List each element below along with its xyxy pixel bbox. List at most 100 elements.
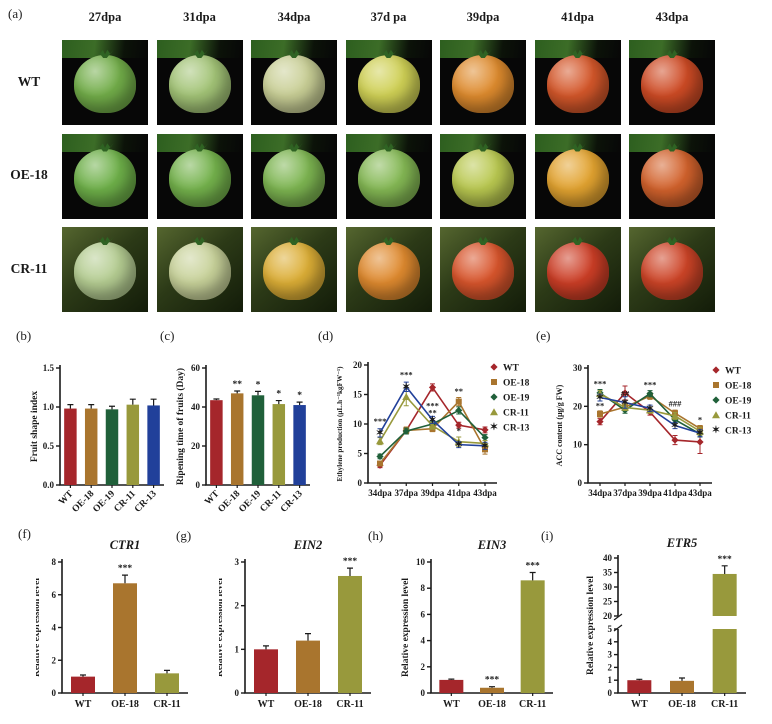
error-bar: [67, 404, 74, 409]
x-tick-label: OE-19: [91, 489, 117, 515]
marker-diamond: [490, 363, 498, 371]
x-tick-label: OE-18: [478, 699, 506, 710]
significance-mark: ***: [426, 401, 439, 411]
y-tick-label: 3: [608, 650, 613, 660]
error-bar: [679, 677, 685, 681]
y-tick-label: 1.5: [43, 363, 55, 373]
error-bar: [88, 404, 95, 409]
chart-svg-h: 0 2 4 6 8 10 EIN3 Relative expression level WT **…: [401, 538, 553, 710]
x-tick-label: CR-13: [133, 489, 159, 515]
tomato-fruit: [168, 242, 231, 300]
fruit-photo-OE-18-31dpa: [156, 133, 243, 219]
marker-diamond: [455, 406, 463, 415]
marker-square: [713, 382, 719, 388]
y-tick-label: 0: [608, 688, 613, 698]
bar-CR-11: [155, 673, 179, 693]
fruit-photo-OE-18-27dpa: [62, 133, 148, 219]
fruit-photo-CR-11-34dpa: [251, 227, 337, 312]
error-bar: [636, 678, 643, 681]
chart-title: ETR5: [666, 536, 698, 550]
panel-label-g: (g): [176, 528, 192, 543]
y-tick-label: 4: [421, 636, 426, 646]
y-tick-label: 40: [603, 553, 613, 563]
bar-CR-11: [126, 404, 140, 485]
marker-star: ✶: [481, 441, 489, 452]
marker-star: ✶: [402, 382, 410, 393]
foliage-decoration: [440, 133, 526, 152]
chart-title: EIN2: [293, 538, 322, 552]
significance-mark: ***: [374, 416, 387, 426]
y-tick-label: 5: [608, 624, 613, 634]
chart-ctr1-expression: 0 2 4 6 8 CTR1 Relative expression level WT *** O…: [32, 532, 198, 722]
fruit-photo-OE-18-34dpa: [251, 133, 337, 219]
bar-WT: [64, 408, 77, 485]
y-tick-label: 4: [608, 637, 613, 647]
significance-mark: ***: [526, 561, 541, 571]
y-tick-label: 10: [416, 557, 426, 567]
bar-CR-11: [272, 404, 286, 485]
marker-star: ✶: [376, 428, 384, 439]
y-tick-label: 3: [235, 557, 240, 567]
error-bar: [150, 398, 157, 406]
y-axis-label: Relative expression level: [219, 578, 225, 677]
chart-svg-d: 0 5 10 15 20 34dpa 37dpa 39dpa 41dpa 43dpa Ethylen…: [336, 360, 530, 498]
x-tick-label: CR-11: [259, 489, 285, 515]
y-tick-label: 2: [608, 662, 613, 672]
fruit-photo-WT-37dpa: [345, 40, 432, 125]
foliage-decoration: [251, 40, 337, 58]
significance-mark: ***: [594, 378, 607, 388]
marker-diamond: [696, 438, 704, 446]
x-tick-label: 39dpa: [638, 488, 662, 498]
y-tick-label: 1: [235, 644, 240, 654]
tomato-fruit: [452, 242, 514, 300]
bar-OE-18: [230, 393, 244, 485]
bar-CR-13: [147, 405, 160, 485]
x-tick-label: WT: [443, 699, 460, 710]
y-tick-label: 2: [52, 655, 57, 665]
y-tick-label: 20: [573, 401, 583, 411]
y-tick-label: 1: [608, 675, 613, 685]
bar-OE-18: [670, 680, 694, 693]
x-tick-label: OE-18: [217, 489, 243, 515]
axis-break-marks: [613, 613, 623, 632]
tomato-fruit: [357, 148, 420, 207]
marker-triangle: [428, 421, 437, 429]
x-tick-label: WT: [75, 699, 92, 710]
y-tick-label: 30: [603, 582, 613, 592]
legend-label-CR-11: CR-11: [503, 409, 529, 419]
x-tick-label: OE-18: [294, 699, 322, 710]
significance-mark: *: [297, 391, 302, 401]
significance-mark: **: [596, 401, 605, 411]
y-tick-label: 30: [573, 363, 583, 373]
chart-ripening-time: 0 20 40 60 Ripening time of fruits (Day) WT **…: [170, 344, 316, 522]
tomato-fruit: [74, 242, 136, 300]
marker-star: ✶: [671, 421, 679, 432]
error-bar: [448, 678, 455, 680]
x-tick-label: 43dpa: [688, 488, 712, 498]
fruit-photo-OE-18-39dpa: [440, 133, 526, 219]
legend-label-WT: WT: [503, 364, 520, 374]
foliage-decoration: [534, 40, 621, 58]
stage-header-39dpa: 39dpa: [466, 10, 500, 24]
panel-label-a: (a): [8, 6, 23, 21]
fruit-photo-WT-34dpa: [251, 40, 337, 125]
marker-diamond: [712, 396, 720, 404]
tomato-fruit: [263, 55, 325, 113]
marker-star: ✶: [621, 398, 629, 409]
x-tick-label: CR-11: [153, 699, 180, 710]
stage-header-31dpa: 31dpa: [183, 10, 216, 24]
y-tick-label: 6: [52, 590, 57, 600]
marker-star: ✶: [428, 415, 436, 426]
tomato-fruit: [74, 148, 136, 207]
bar-OE-19: [105, 409, 119, 485]
stage-header-27dpa: 27dpa: [88, 10, 122, 24]
x-tick-label: CR-11: [711, 699, 738, 710]
marker-square: [455, 398, 462, 405]
error-bar: [263, 645, 269, 650]
y-tick-label: 4: [52, 623, 57, 633]
chart-svg-g: 0 1 2 3 EIN2 Relative expression level WT OE-18…: [215, 538, 371, 710]
stage-header-37dpa: 37d pa: [370, 10, 407, 24]
bar-WT: [210, 400, 223, 485]
bar-WT: [71, 676, 95, 693]
